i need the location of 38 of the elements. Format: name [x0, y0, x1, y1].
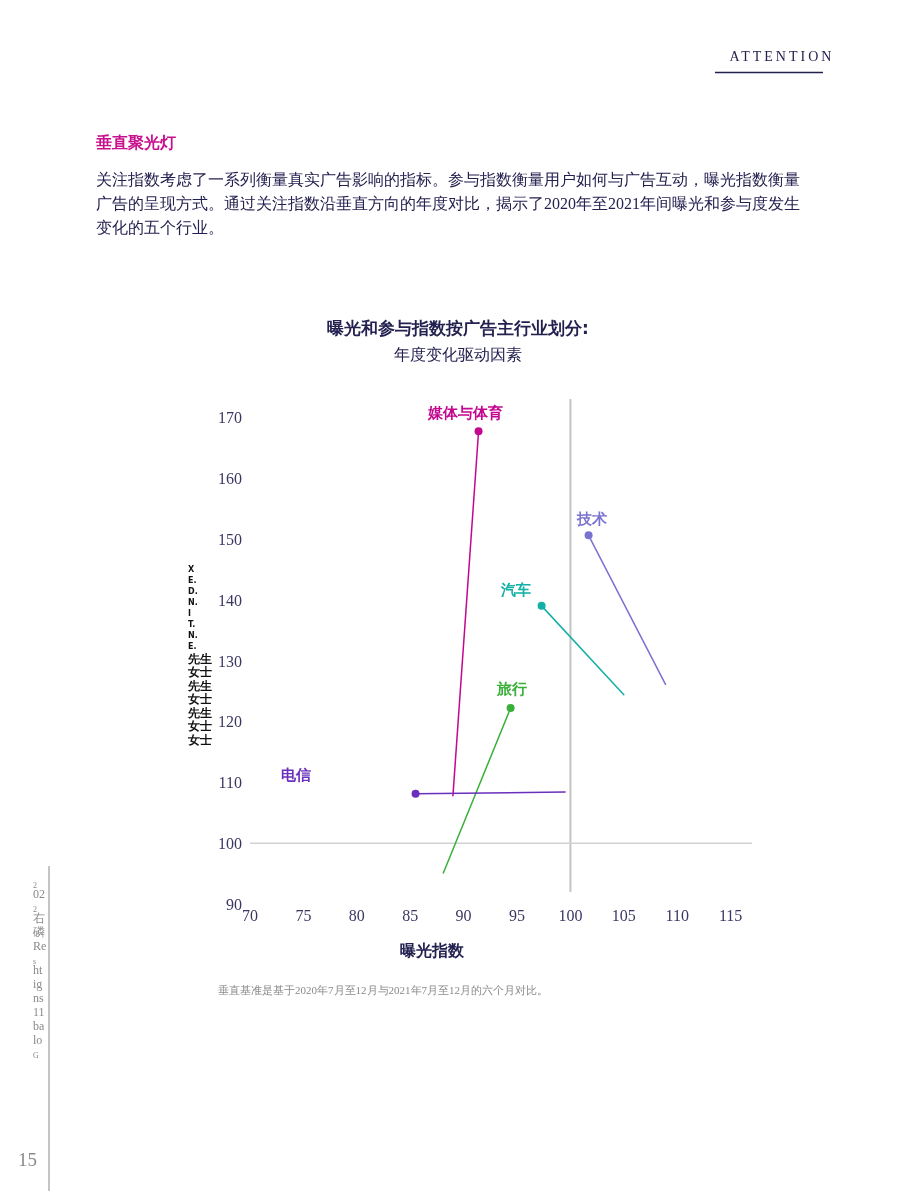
text: X E. D. N. I T. N. E.先生女士先生女士先生女士女士 [188, 565, 212, 747]
y-tick-label: 160 [218, 470, 242, 488]
series-label: 汽车 [499, 580, 531, 599]
y-tick-label: 170 [218, 409, 242, 427]
chart-subtitle: 年度变化驱动因素 [394, 345, 522, 364]
series-label: 技术 [575, 510, 607, 529]
text: 电信 [280, 765, 311, 784]
y-tick-label: 110 [218, 774, 242, 792]
point [584, 531, 593, 540]
x-tick-label: 70 [242, 907, 258, 924]
y-tick-label: 90 [226, 896, 242, 913]
series-label: 旅行 [495, 680, 527, 699]
y-tick-label: 100 [218, 835, 242, 853]
text: 垂直聚光灯 [95, 133, 176, 152]
x-tick-label: 75 [295, 907, 312, 924]
x-tick-label: 85 [402, 907, 419, 924]
x-tick-label: 115 [718, 907, 743, 924]
x-tick-label: 90 [455, 907, 472, 924]
text: 垂直基准是基于2020年7月至12月与2021年7月至12月的六个月对比。 [218, 984, 548, 996]
point [506, 704, 515, 713]
y-tick-label: 150 [218, 530, 242, 548]
x-tick-label: 100 [558, 907, 583, 924]
text: ATTENTION [729, 49, 835, 64]
point [411, 789, 420, 798]
y-tick-label: 130 [218, 652, 242, 670]
x-axis-title: 曝光指数 [400, 941, 465, 960]
chart-title: 曝光和参与指数按广告主行业划分: [327, 318, 589, 338]
y-tick-label: 140 [218, 591, 242, 609]
x-tick-label: 80 [348, 907, 365, 924]
y-tick-label: 120 [218, 713, 242, 731]
point [474, 427, 483, 436]
text: 15 [18, 1149, 37, 1170]
point [537, 601, 546, 610]
series-label: 媒体与体育 [427, 404, 504, 423]
text: 关注指数考虑了一系列衡量真实广告影响的指标。参与指数衡量用户如何与广告互动，曝光指数衡量广告的呈现方式。通过关注指数沿垂直方向的年度对比，揭示了2020年至2021年间曝光和参与度发生变化的五个行业。 [96, 170, 801, 238]
x-tick-label: 105 [611, 907, 636, 924]
x-tick-label: 95 [509, 907, 526, 924]
x-tick-label: 110 [665, 907, 689, 924]
